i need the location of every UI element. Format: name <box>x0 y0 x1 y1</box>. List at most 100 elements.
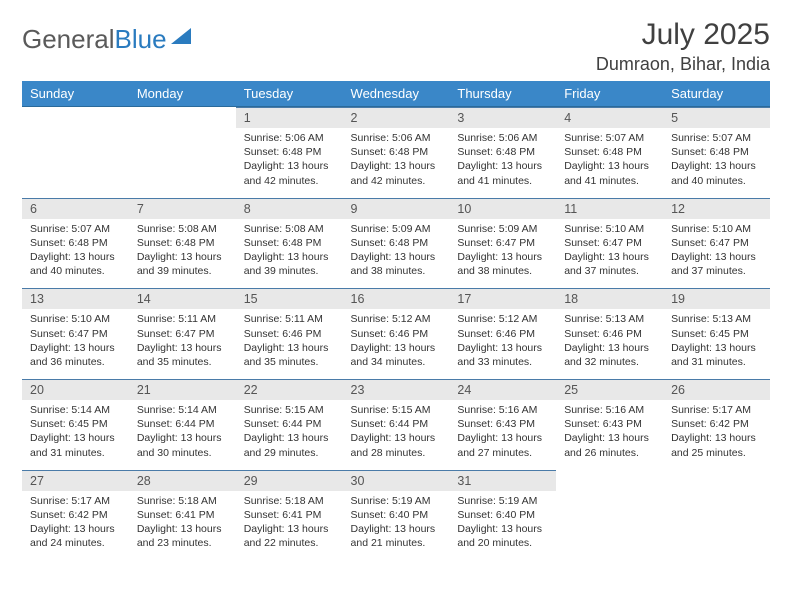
logo-text-blue: Blue <box>115 24 167 55</box>
day-details: Sunrise: 5:06 AMSunset: 6:48 PMDaylight:… <box>343 128 450 198</box>
day-details: Sunrise: 5:11 AMSunset: 6:47 PMDaylight:… <box>129 309 236 379</box>
day-number: 26 <box>663 380 770 400</box>
day-details: Sunrise: 5:17 AMSunset: 6:42 PMDaylight:… <box>663 400 770 470</box>
day-number: 16 <box>343 289 450 309</box>
calendar-table: SundayMondayTuesdayWednesdayThursdayFrid… <box>22 81 770 560</box>
day-cell: 27Sunrise: 5:17 AMSunset: 6:42 PMDayligh… <box>22 470 129 561</box>
day-details: Sunrise: 5:12 AMSunset: 6:46 PMDaylight:… <box>343 309 450 379</box>
day-cell: 30Sunrise: 5:19 AMSunset: 6:40 PMDayligh… <box>343 470 450 561</box>
calendar-cell: 9Sunrise: 5:09 AMSunset: 6:48 PMDaylight… <box>343 198 450 289</box>
day-details: Sunrise: 5:10 AMSunset: 6:47 PMDaylight:… <box>556 219 663 289</box>
day-details: Sunrise: 5:17 AMSunset: 6:42 PMDaylight:… <box>22 491 129 561</box>
day-cell: 19Sunrise: 5:13 AMSunset: 6:45 PMDayligh… <box>663 288 770 379</box>
calendar-cell: 1Sunrise: 5:06 AMSunset: 6:48 PMDaylight… <box>236 107 343 198</box>
weekday-header: Friday <box>556 81 663 107</box>
day-details: Sunrise: 5:13 AMSunset: 6:45 PMDaylight:… <box>663 309 770 379</box>
calendar-cell: 22Sunrise: 5:15 AMSunset: 6:44 PMDayligh… <box>236 379 343 470</box>
day-number: 9 <box>343 199 450 219</box>
day-cell: 31Sunrise: 5:19 AMSunset: 6:40 PMDayligh… <box>449 470 556 561</box>
day-details: Sunrise: 5:07 AMSunset: 6:48 PMDaylight:… <box>663 128 770 198</box>
calendar-cell: 5Sunrise: 5:07 AMSunset: 6:48 PMDaylight… <box>663 107 770 198</box>
day-number: 10 <box>449 199 556 219</box>
day-cell: 5Sunrise: 5:07 AMSunset: 6:48 PMDaylight… <box>663 107 770 198</box>
logo: GeneralBlue <box>22 24 193 55</box>
day-number: 31 <box>449 471 556 491</box>
day-cell: 16Sunrise: 5:12 AMSunset: 6:46 PMDayligh… <box>343 288 450 379</box>
day-number: 20 <box>22 380 129 400</box>
day-details: Sunrise: 5:15 AMSunset: 6:44 PMDaylight:… <box>236 400 343 470</box>
day-cell: 26Sunrise: 5:17 AMSunset: 6:42 PMDayligh… <box>663 379 770 470</box>
calendar-cell <box>663 470 770 561</box>
location: Dumraon, Bihar, India <box>596 54 770 75</box>
day-details: Sunrise: 5:10 AMSunset: 6:47 PMDaylight:… <box>663 219 770 289</box>
weekday-header: Thursday <box>449 81 556 107</box>
calendar-cell: 14Sunrise: 5:11 AMSunset: 6:47 PMDayligh… <box>129 288 236 379</box>
calendar-row: 6Sunrise: 5:07 AMSunset: 6:48 PMDaylight… <box>22 198 770 289</box>
weekday-header: Saturday <box>663 81 770 107</box>
calendar-cell: 10Sunrise: 5:09 AMSunset: 6:47 PMDayligh… <box>449 198 556 289</box>
calendar-cell: 27Sunrise: 5:17 AMSunset: 6:42 PMDayligh… <box>22 470 129 561</box>
day-number: 25 <box>556 380 663 400</box>
weekday-header: Tuesday <box>236 81 343 107</box>
calendar-cell: 29Sunrise: 5:18 AMSunset: 6:41 PMDayligh… <box>236 470 343 561</box>
day-cell: 29Sunrise: 5:18 AMSunset: 6:41 PMDayligh… <box>236 470 343 561</box>
calendar-cell <box>129 107 236 198</box>
day-number: 8 <box>236 199 343 219</box>
day-number: 21 <box>129 380 236 400</box>
day-cell: 18Sunrise: 5:13 AMSunset: 6:46 PMDayligh… <box>556 288 663 379</box>
day-details: Sunrise: 5:06 AMSunset: 6:48 PMDaylight:… <box>236 128 343 198</box>
day-cell: 20Sunrise: 5:14 AMSunset: 6:45 PMDayligh… <box>22 379 129 470</box>
calendar-cell: 23Sunrise: 5:15 AMSunset: 6:44 PMDayligh… <box>343 379 450 470</box>
day-number: 30 <box>343 471 450 491</box>
day-cell: 24Sunrise: 5:16 AMSunset: 6:43 PMDayligh… <box>449 379 556 470</box>
day-cell: 13Sunrise: 5:10 AMSunset: 6:47 PMDayligh… <box>22 288 129 379</box>
calendar-row: 20Sunrise: 5:14 AMSunset: 6:45 PMDayligh… <box>22 379 770 470</box>
calendar-cell: 21Sunrise: 5:14 AMSunset: 6:44 PMDayligh… <box>129 379 236 470</box>
weekday-header: Monday <box>129 81 236 107</box>
day-number: 23 <box>343 380 450 400</box>
sail-icon <box>169 22 193 53</box>
calendar-cell: 12Sunrise: 5:10 AMSunset: 6:47 PMDayligh… <box>663 198 770 289</box>
day-number: 5 <box>663 108 770 128</box>
day-number: 15 <box>236 289 343 309</box>
calendar-cell: 31Sunrise: 5:19 AMSunset: 6:40 PMDayligh… <box>449 470 556 561</box>
calendar-cell: 6Sunrise: 5:07 AMSunset: 6:48 PMDaylight… <box>22 198 129 289</box>
day-cell: 4Sunrise: 5:07 AMSunset: 6:48 PMDaylight… <box>556 107 663 198</box>
day-number: 7 <box>129 199 236 219</box>
weekday-header: Wednesday <box>343 81 450 107</box>
day-details: Sunrise: 5:16 AMSunset: 6:43 PMDaylight:… <box>556 400 663 470</box>
day-number: 22 <box>236 380 343 400</box>
day-details: Sunrise: 5:09 AMSunset: 6:47 PMDaylight:… <box>449 219 556 289</box>
day-cell: 9Sunrise: 5:09 AMSunset: 6:48 PMDaylight… <box>343 198 450 289</box>
calendar-cell: 20Sunrise: 5:14 AMSunset: 6:45 PMDayligh… <box>22 379 129 470</box>
day-number: 27 <box>22 471 129 491</box>
day-cell: 1Sunrise: 5:06 AMSunset: 6:48 PMDaylight… <box>236 107 343 198</box>
calendar-cell: 13Sunrise: 5:10 AMSunset: 6:47 PMDayligh… <box>22 288 129 379</box>
day-number: 24 <box>449 380 556 400</box>
calendar-cell: 25Sunrise: 5:16 AMSunset: 6:43 PMDayligh… <box>556 379 663 470</box>
calendar-cell <box>556 470 663 561</box>
day-number: 17 <box>449 289 556 309</box>
day-cell: 7Sunrise: 5:08 AMSunset: 6:48 PMDaylight… <box>129 198 236 289</box>
calendar-cell: 19Sunrise: 5:13 AMSunset: 6:45 PMDayligh… <box>663 288 770 379</box>
day-number: 13 <box>22 289 129 309</box>
weekday-header-row: SundayMondayTuesdayWednesdayThursdayFrid… <box>22 81 770 107</box>
day-details: Sunrise: 5:11 AMSunset: 6:46 PMDaylight:… <box>236 309 343 379</box>
day-number: 12 <box>663 199 770 219</box>
day-cell: 21Sunrise: 5:14 AMSunset: 6:44 PMDayligh… <box>129 379 236 470</box>
day-details: Sunrise: 5:06 AMSunset: 6:48 PMDaylight:… <box>449 128 556 198</box>
day-number: 19 <box>663 289 770 309</box>
day-cell: 15Sunrise: 5:11 AMSunset: 6:46 PMDayligh… <box>236 288 343 379</box>
calendar-row: 1Sunrise: 5:06 AMSunset: 6:48 PMDaylight… <box>22 107 770 198</box>
day-number: 29 <box>236 471 343 491</box>
day-cell: 23Sunrise: 5:15 AMSunset: 6:44 PMDayligh… <box>343 379 450 470</box>
day-cell: 10Sunrise: 5:09 AMSunset: 6:47 PMDayligh… <box>449 198 556 289</box>
calendar-cell <box>22 107 129 198</box>
weekday-header: Sunday <box>22 81 129 107</box>
logo-text-gray: General <box>22 24 115 55</box>
header: GeneralBlue July 2025 Dumraon, Bihar, In… <box>22 18 770 75</box>
calendar-row: 13Sunrise: 5:10 AMSunset: 6:47 PMDayligh… <box>22 288 770 379</box>
calendar-cell: 15Sunrise: 5:11 AMSunset: 6:46 PMDayligh… <box>236 288 343 379</box>
calendar-cell: 16Sunrise: 5:12 AMSunset: 6:46 PMDayligh… <box>343 288 450 379</box>
day-cell: 14Sunrise: 5:11 AMSunset: 6:47 PMDayligh… <box>129 288 236 379</box>
